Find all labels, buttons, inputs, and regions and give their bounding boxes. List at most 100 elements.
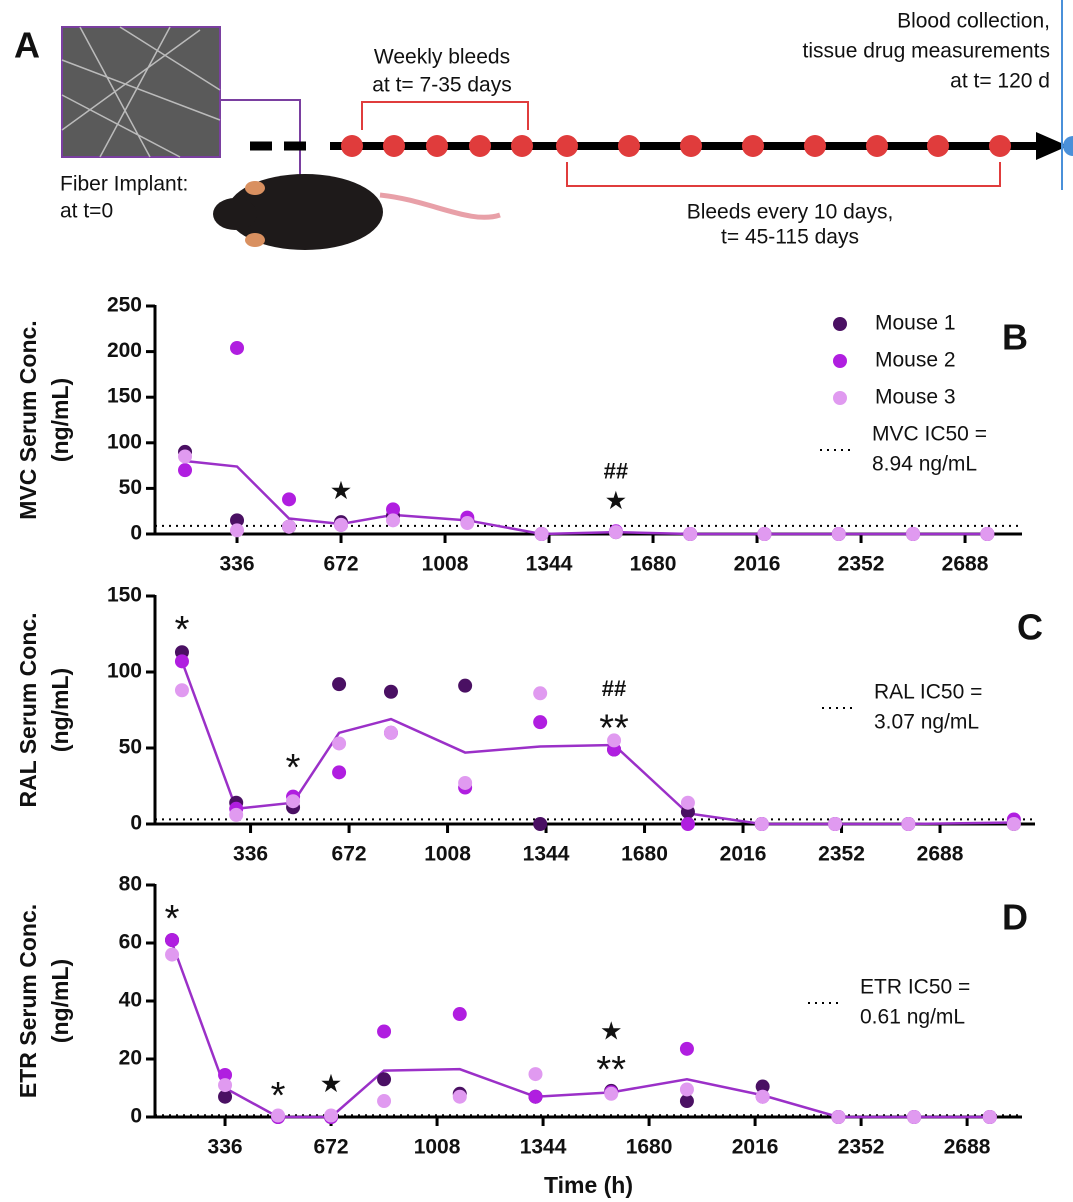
data-point (218, 1067, 233, 1082)
data-point (831, 527, 846, 541)
significance-mark: ★ (601, 1019, 621, 1044)
data-point (230, 523, 245, 538)
panel-a: A Weekly bleeds at t= 7-35 days Blood co… (14, 0, 1073, 250)
data-point (679, 1094, 694, 1109)
y-axis-label: (ng/mL) (47, 959, 73, 1043)
y-tick-label: 0 (130, 812, 142, 835)
legend-label: Mouse 1 (875, 312, 956, 335)
x-tick-label: 2688 (944, 1136, 991, 1159)
data-point (229, 807, 244, 822)
y-tick-label: 200 (107, 339, 142, 362)
data-point (165, 947, 180, 962)
bleed-dots (341, 135, 1011, 157)
panel-letter: D (1002, 897, 1028, 938)
x-tick-label: 2016 (720, 843, 767, 866)
data-point (174, 683, 189, 698)
annotation: Fiber Implant: (60, 173, 188, 196)
data-point (383, 725, 398, 740)
significance-mark: * (286, 747, 301, 789)
x-tick-label: 2688 (917, 843, 964, 866)
data-point (386, 513, 401, 528)
data-point (334, 517, 349, 532)
data-point (679, 1082, 694, 1097)
x-tick-label: 1008 (424, 843, 471, 866)
data-point (1006, 817, 1021, 831)
significance-mark: ## (602, 676, 626, 701)
data-point (377, 1072, 392, 1087)
data-point (230, 513, 245, 528)
x-tick-label: 2688 (942, 553, 989, 576)
significance-mark: ★ (321, 1071, 341, 1096)
annotation: at t=0 (60, 200, 113, 223)
data-point (174, 654, 189, 669)
data-point (271, 1108, 286, 1123)
legend-marker (833, 317, 847, 331)
y-tick-label: 250 (107, 294, 142, 317)
y-tick-label: 40 (119, 989, 142, 1012)
y-axis-label: (ng/mL) (47, 668, 73, 752)
data-point (680, 817, 695, 831)
ic50-label: 8.94 ng/mL (872, 453, 977, 476)
data-point (828, 817, 843, 831)
mouse-ear (245, 181, 265, 195)
significance-mark: ## (604, 459, 628, 484)
annotation: Bleeds every 10 days, (687, 201, 894, 224)
data-point (332, 765, 347, 780)
y-tick-label: 100 (107, 660, 142, 683)
y-tick-label: 80 (119, 873, 142, 896)
legend-marker (833, 391, 847, 405)
significance-mark: ★ (606, 488, 626, 513)
data-point (282, 492, 297, 507)
data-point (982, 1110, 997, 1124)
data-point (452, 1089, 467, 1104)
mouse-tail (379, 192, 501, 220)
y-tick-label: 150 (107, 385, 142, 408)
legend-marker (833, 354, 847, 368)
x-axis-label: Time (h) (544, 1172, 633, 1198)
data-point (906, 527, 921, 541)
significance-mark: ★ (331, 478, 351, 503)
data-point (452, 1007, 467, 1022)
data-point (528, 1067, 543, 1082)
x-tick-label: 1680 (626, 1136, 673, 1159)
data-point (901, 817, 916, 831)
data-point (458, 678, 473, 693)
data-point (533, 715, 548, 730)
y-tick-label: 50 (119, 736, 142, 759)
annotation: at t= 120 d (950, 70, 1050, 93)
significance-mark: ** (599, 708, 629, 750)
y-axis-label: MVC Serum Conc. (15, 320, 41, 519)
x-tick-label: 2016 (734, 553, 781, 576)
annotation: tissue drug measurements (803, 40, 1050, 63)
x-tick-label: 1344 (526, 553, 573, 576)
annotation: t= 45-115 days (721, 226, 859, 249)
data-point (679, 1041, 694, 1056)
data-point (377, 1024, 392, 1039)
fiber-image (61, 26, 221, 158)
x-tick-label: 336 (208, 1136, 243, 1159)
data-point (980, 527, 995, 541)
ic50-label: 0.61 ng/mL (860, 1006, 965, 1029)
significance-mark: * (165, 898, 180, 940)
panel-letter: C (1017, 607, 1043, 648)
data-point (458, 775, 473, 790)
mean-line (184, 459, 988, 536)
x-tick-label: 672 (324, 553, 359, 576)
data-point (282, 519, 297, 534)
x-tick-label: 1680 (630, 553, 677, 576)
mouse-ear (245, 233, 265, 247)
data-point (604, 1086, 619, 1101)
timeline-arrow (1036, 132, 1068, 160)
data-point (533, 686, 548, 701)
data-point (324, 1108, 339, 1123)
data-point (230, 340, 245, 355)
y-tick-label: 100 (107, 430, 142, 453)
data-point (386, 502, 401, 517)
y-tick-label: 0 (130, 1105, 142, 1128)
data-point (755, 1089, 770, 1104)
annotation: Weekly bleeds (374, 46, 510, 69)
data-point (534, 527, 549, 541)
data-point (178, 449, 193, 464)
annotation: at t= 7-35 days (372, 74, 512, 97)
